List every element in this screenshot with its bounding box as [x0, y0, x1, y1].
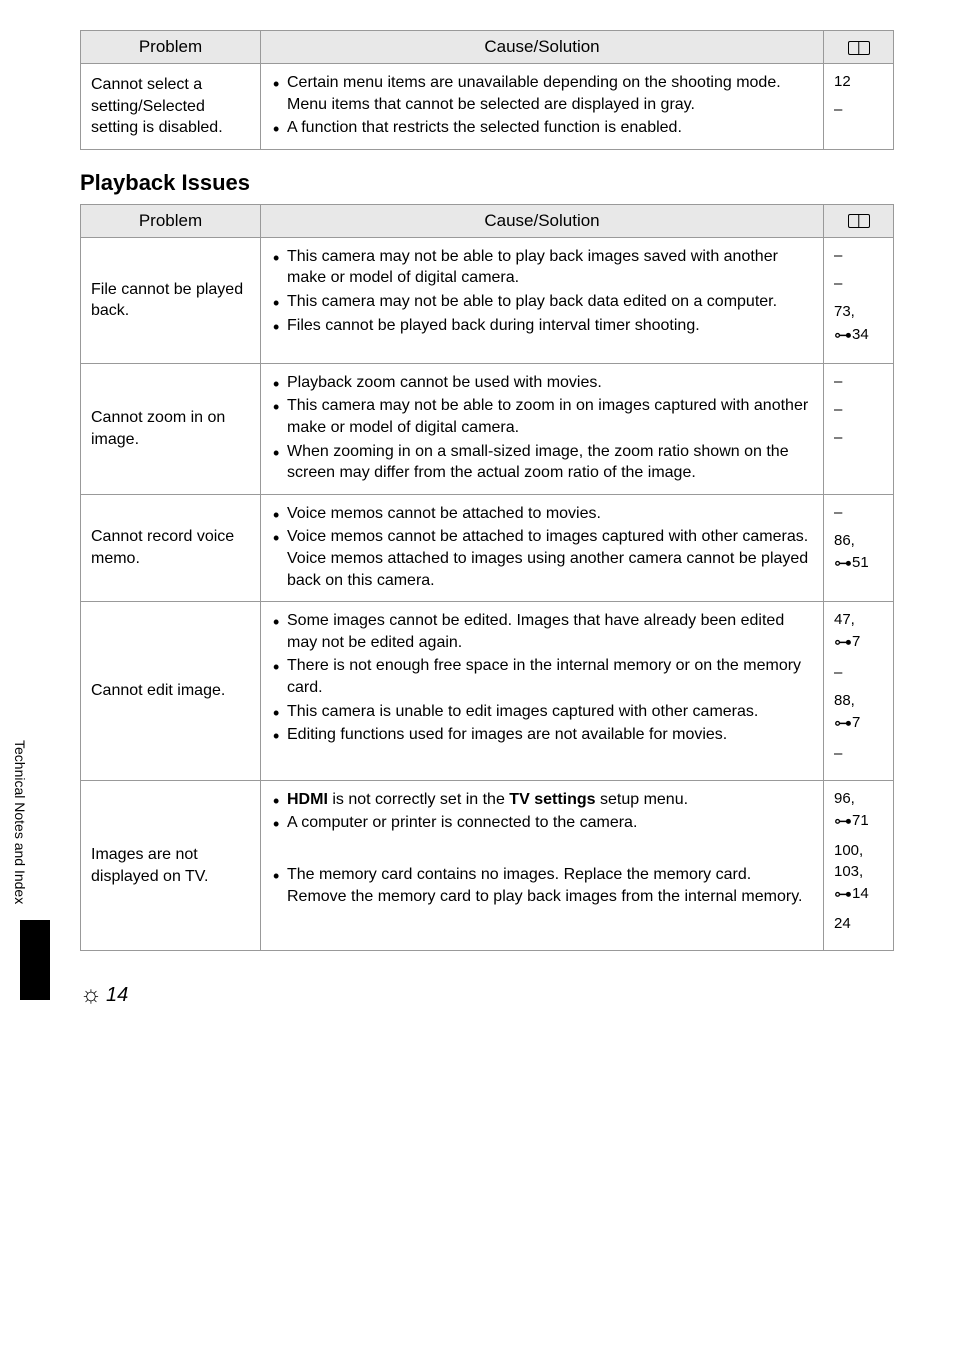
ref-page: 96,: [834, 790, 855, 807]
ref-page: –: [834, 504, 842, 521]
col-header-cause: Cause/Solution: [261, 204, 824, 237]
cause-cell: Certain menu items are unavailable depen…: [261, 64, 824, 150]
reference-cell: – 86, 51: [824, 494, 894, 601]
cause-cell: Some images cannot be edited. Images tha…: [261, 602, 824, 781]
sidebar-marker: [20, 920, 50, 1000]
col-header-reference: [824, 204, 894, 237]
cause-item: Voice memos cannot be attached to images…: [287, 526, 813, 591]
ref-page: –: [834, 429, 842, 446]
cause-item: When zooming in on a small-sized image, …: [287, 441, 813, 484]
section-title-playback: Playback Issues: [80, 170, 894, 196]
ref-page: –: [834, 247, 842, 264]
ref-page: –: [834, 745, 842, 762]
cause-item: A computer or printer is connected to th…: [287, 812, 813, 834]
ref-page: 12: [834, 73, 851, 90]
link-icon: [834, 714, 852, 731]
cause-cell: This camera may not be able to play back…: [261, 237, 824, 363]
book-icon: [848, 214, 870, 228]
cause-item: Editing functions used for images are no…: [287, 724, 813, 746]
link-icon: [834, 633, 852, 650]
cause-item: Voice memos cannot be attached to movies…: [287, 503, 813, 525]
ref-link-page: 14: [852, 885, 869, 902]
col-header-cause: Cause/Solution: [261, 31, 824, 64]
problem-cell: File cannot be played back.: [81, 237, 261, 363]
cause-item: This camera may not be able to play back…: [287, 246, 813, 289]
ref-page: 88,: [834, 692, 855, 709]
problem-cell: Cannot zoom in on image.: [81, 363, 261, 494]
cause-item: This camera may not be able to play back…: [287, 291, 813, 313]
col-header-reference: [824, 31, 894, 64]
ref-page: –: [834, 664, 842, 681]
cause-cell: Voice memos cannot be attached to movies…: [261, 494, 824, 601]
reference-cell: – – –: [824, 363, 894, 494]
ref-page: 47,: [834, 611, 855, 628]
ref-link-page: 7: [852, 714, 860, 731]
ref-page: –: [834, 401, 842, 418]
ref-page: –: [834, 373, 842, 390]
link-icon: [834, 885, 852, 902]
sun-icon: [80, 981, 102, 1009]
cause-item: The memory card contains no images. Repl…: [287, 864, 813, 907]
troubleshooting-table-1: Problem Cause/Solution Cannot select a s…: [80, 30, 894, 150]
cause-item: Some images cannot be edited. Images tha…: [287, 610, 813, 653]
problem-cell: Cannot edit image.: [81, 602, 261, 781]
cause-item: Playback zoom cannot be used with movies…: [287, 372, 813, 394]
cause-item: HDMI is not correctly set in the TV sett…: [287, 789, 813, 811]
link-icon: [834, 554, 852, 571]
cause-item: Certain menu items are unavailable depen…: [287, 72, 813, 115]
reference-cell: – – 73, 34: [824, 237, 894, 363]
ref-link-page: 71: [852, 812, 869, 829]
reference-cell: 47,7–88,7–: [824, 602, 894, 781]
ref-link-page: 34: [852, 326, 869, 343]
ref-page: 100, 103,: [834, 842, 863, 879]
ref-page: –: [834, 275, 842, 292]
sidebar-section-label: Technical Notes and Index: [12, 740, 28, 904]
cause-cell: HDMI is not correctly set in the TV sett…: [261, 780, 824, 951]
book-icon: [848, 41, 870, 55]
cause-item: Files cannot be played back during inter…: [287, 315, 813, 337]
page-number: 14: [106, 984, 128, 1007]
link-icon: [834, 812, 852, 829]
ref-page: 86,: [834, 532, 855, 549]
cause-item: A function that restricts the selected f…: [287, 117, 813, 139]
ref-page: 24: [834, 915, 851, 932]
problem-cell: Images are not displayed on TV.: [81, 780, 261, 951]
ref-page: 73,: [834, 303, 855, 320]
troubleshooting-table-2: Problem Cause/Solution File cannot be pl…: [80, 204, 894, 952]
ref-page: –: [834, 101, 842, 118]
reference-cell: 12 –: [824, 64, 894, 150]
page-footer: 14: [80, 981, 894, 1009]
reference-cell: 96, 71 100, 103, 1424: [824, 780, 894, 951]
problem-cell: Cannot select a setting/Selected setting…: [81, 64, 261, 150]
cause-cell: Playback zoom cannot be used with movies…: [261, 363, 824, 494]
problem-cell: Cannot record voice memo.: [81, 494, 261, 601]
col-header-problem: Problem: [81, 204, 261, 237]
ref-link-page: 7: [852, 633, 860, 650]
cause-item: There is not enough free space in the in…: [287, 655, 813, 698]
ref-link-page: 51: [852, 554, 869, 571]
cause-item: This camera is unable to edit images cap…: [287, 701, 813, 723]
col-header-problem: Problem: [81, 31, 261, 64]
cause-item: This camera may not be able to zoom in o…: [287, 395, 813, 438]
link-icon: [834, 326, 852, 343]
